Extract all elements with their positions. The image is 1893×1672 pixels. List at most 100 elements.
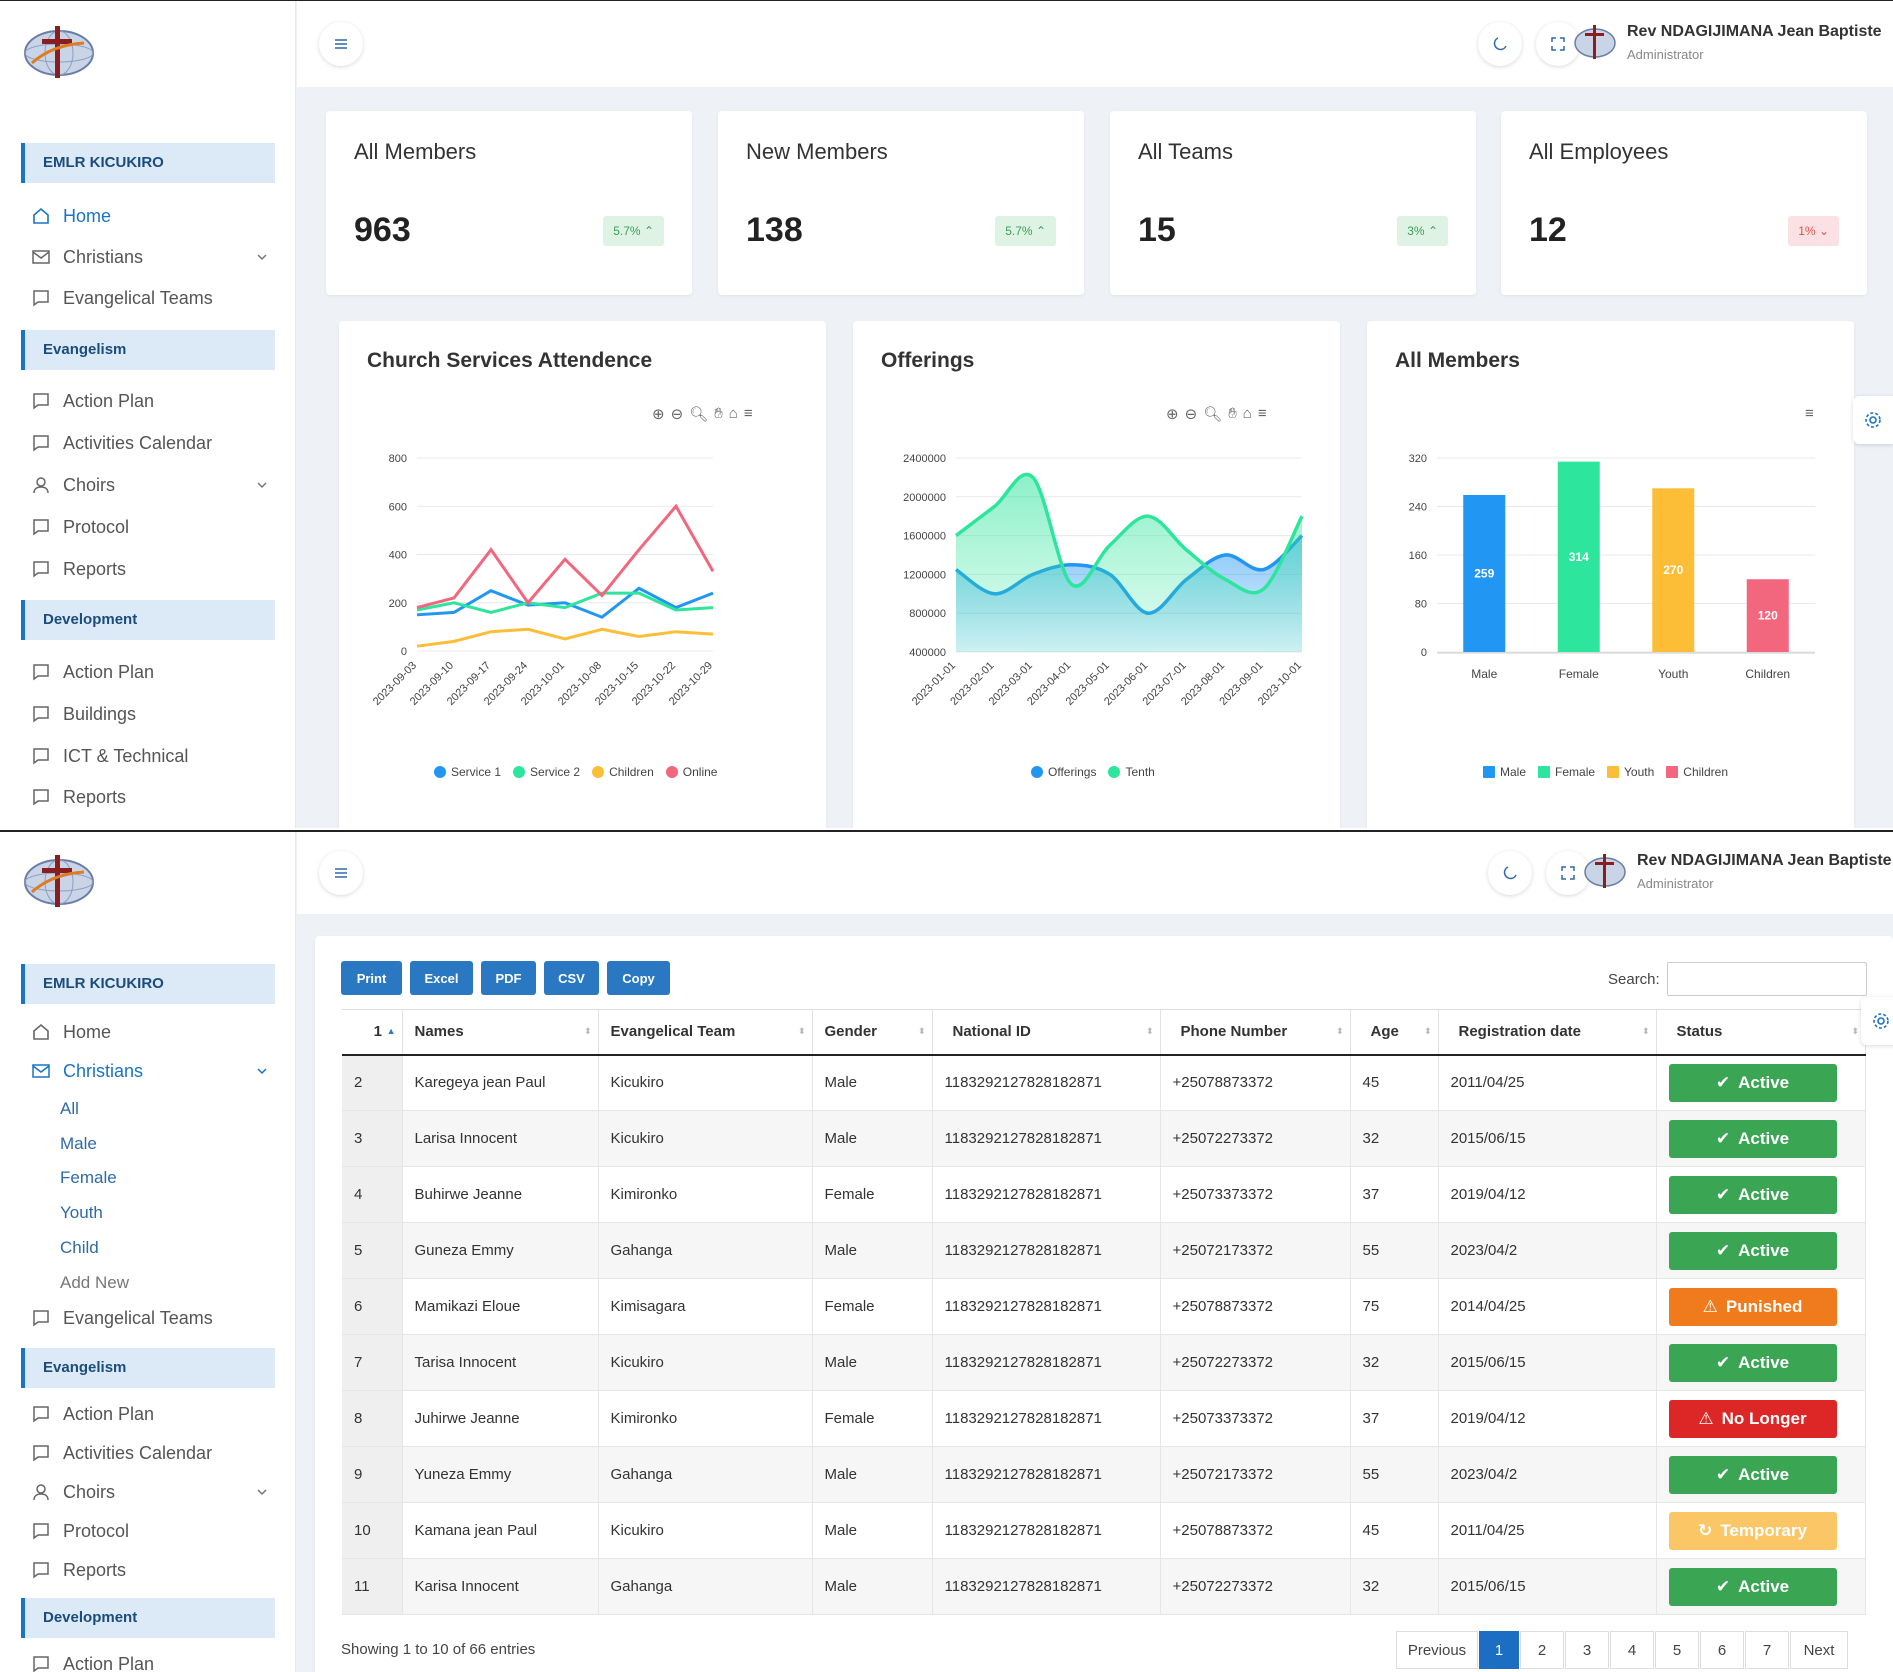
dark-mode-button[interactable] — [1478, 22, 1522, 66]
status-badge[interactable]: ✔ Active — [1668, 1343, 1837, 1382]
chart-card-all-members: All Members ≡ 0 80 160 240 320 259 Male 314 Fema… — [1367, 321, 1854, 828]
dark-mode-button[interactable] — [1488, 851, 1532, 895]
nav-choirs[interactable]: Choirs — [31, 1477, 269, 1507]
menu-toggle-button[interactable] — [319, 22, 363, 66]
fullscreen-button[interactable] — [1536, 22, 1580, 66]
zoom-in-icon[interactable]: ⊕ — [1166, 406, 1179, 423]
subnav-youth[interactable]: Youth — [60, 1203, 103, 1222]
col-team-header[interactable]: Evangelical Team ⬍ — [598, 1009, 813, 1056]
col-phone-header[interactable]: Phone Number ⬍ — [1160, 1009, 1351, 1056]
church-logo[interactable] — [22, 852, 96, 915]
pan-hand-icon[interactable]: ✋︎ — [1228, 405, 1237, 422]
chart-menu-icon[interactable]: ≡ — [1805, 405, 1814, 422]
pagination-page[interactable]: 4 — [1610, 1631, 1654, 1669]
nav-evangelism-action-plan[interactable]: Action Plan — [31, 386, 269, 416]
col-status-header[interactable]: Status ⬍ — [1656, 1009, 1866, 1056]
zoom-in-icon[interactable]: ⊕ — [652, 406, 665, 423]
csv-button[interactable]: CSV — [544, 961, 599, 995]
pagination-page[interactable]: 1 — [1479, 1631, 1519, 1669]
search-zoom-icon[interactable]: 🔍︎ — [689, 406, 709, 423]
status-badge[interactable]: ↻ Temporary — [1668, 1511, 1837, 1550]
table-row[interactable]: 5 Guneza Emmy Gahanga Male 11832921278281828… — [342, 1222, 1866, 1279]
table-row[interactable]: 7 Tarisa Innocent Kicukiro Male 118329212782… — [342, 1334, 1866, 1391]
col-age-header[interactable]: Age ⬍ — [1350, 1009, 1439, 1056]
pagination-page[interactable]: 5 — [1655, 1631, 1699, 1669]
status-badge[interactable]: ✔ Active — [1668, 1063, 1837, 1102]
reset-home-icon[interactable]: ⌂ — [728, 405, 738, 422]
col-number-header[interactable]: 1 ▲ — [342, 1009, 403, 1056]
user-avatar[interactable] — [1573, 21, 1617, 68]
table-row[interactable]: 10 Kamana jean Paul Kicukiro Male 1183292127… — [342, 1502, 1866, 1559]
nav-choirs[interactable]: Choirs — [31, 470, 269, 500]
table-row[interactable]: 8 Juhirwe Jeanne Kimironko Female 1183292127… — [342, 1390, 1866, 1447]
status-badge[interactable]: ✔ Active — [1668, 1567, 1837, 1606]
col-gender-header[interactable]: Gender ⬍ — [812, 1009, 933, 1056]
nav-protocol[interactable]: Protocol — [31, 512, 269, 542]
search-zoom-icon[interactable]: 🔍︎ — [1203, 406, 1223, 423]
fullscreen-button[interactable] — [1546, 851, 1590, 895]
pagination-page[interactable]: 2 — [1520, 1631, 1564, 1669]
pan-hand-icon[interactable]: ✋︎ — [714, 405, 723, 422]
user-avatar[interactable] — [1583, 850, 1627, 897]
print-button[interactable]: Print — [341, 961, 402, 995]
copy-button[interactable]: Copy — [607, 961, 670, 995]
status-badge[interactable]: ⚠ No Longer — [1668, 1399, 1837, 1438]
nav-evangelical-teams[interactable]: Evangelical Teams — [31, 1303, 269, 1333]
col-names-header[interactable]: Names ⬍ — [402, 1009, 599, 1056]
zoom-out-icon[interactable]: ⊖ — [1184, 406, 1198, 423]
nav-evangelism-action-plan[interactable]: Action Plan — [31, 1399, 269, 1429]
nav-evangelical-teams[interactable]: Evangelical Teams — [31, 283, 269, 313]
nav-home[interactable]: Home — [31, 201, 269, 231]
nav-protocol[interactable]: Protocol — [31, 1516, 269, 1546]
nav-development-action-plan[interactable]: Action Plan — [31, 657, 269, 687]
nav-evangelism-reports[interactable]: Reports — [31, 1555, 269, 1585]
nav-buildings[interactable]: Buildings — [31, 699, 269, 729]
search-input[interactable] — [1667, 962, 1867, 996]
status-badge[interactable]: ✔ Active — [1668, 1175, 1837, 1214]
nav-activities-calendar[interactable]: Activities Calendar — [31, 428, 269, 458]
church-logo[interactable] — [22, 23, 96, 86]
nav-evangelism-reports[interactable]: Reports — [31, 554, 269, 584]
status-badge[interactable]: ⚠ Punished — [1668, 1287, 1837, 1326]
table-cell: 2019/04/12 — [1438, 1390, 1657, 1447]
col-national-id-header[interactable]: National ID ⬍ — [932, 1009, 1161, 1056]
pagination-previous[interactable]: Previous — [1396, 1631, 1478, 1669]
zoom-out-icon[interactable]: ⊖ — [670, 406, 684, 423]
table-row[interactable]: 2 Karegeya jean Paul Kicukiro Male 118329212… — [342, 1054, 1866, 1111]
table-row[interactable]: 6 Mamikazi Eloue Kimisagara Female 118329212… — [342, 1278, 1866, 1335]
nav-christians[interactable]: Christians — [31, 1056, 269, 1086]
chart-menu-icon[interactable]: ≡ — [1257, 405, 1267, 422]
status-badge[interactable]: ✔ Active — [1668, 1119, 1837, 1158]
nav-home[interactable]: Home — [31, 1017, 269, 1047]
reset-home-icon[interactable]: ⌂ — [1242, 405, 1252, 422]
table-row[interactable]: 9 Yuneza Emmy Gahanga Male 11832921278281828… — [342, 1446, 1866, 1503]
status-badge[interactable]: ✔ Active — [1668, 1455, 1837, 1494]
status-badge[interactable]: ✔ Active — [1668, 1231, 1837, 1270]
chart-menu-icon[interactable]: ≡ — [743, 405, 753, 422]
subnav-female[interactable]: Female — [60, 1168, 117, 1187]
menu-toggle-button[interactable] — [319, 851, 363, 895]
nav-activities-calendar[interactable]: Activities Calendar — [31, 1438, 269, 1468]
pagination-next[interactable]: Next — [1790, 1631, 1848, 1669]
subnav-child[interactable]: Child — [60, 1238, 99, 1257]
subnav-male[interactable]: Male — [60, 1134, 97, 1153]
y-tick-label: 400000 — [909, 647, 946, 659]
nav-development-action-plan[interactable]: Action Plan — [31, 1649, 269, 1672]
table-row[interactable]: 4 Buhirwe Jeanne Kimironko Female 1183292127… — [342, 1166, 1866, 1223]
pagination-page[interactable]: 7 — [1745, 1631, 1789, 1669]
subnav-add-new[interactable]: Add New — [60, 1273, 129, 1292]
pagination-page[interactable]: 6 — [1700, 1631, 1744, 1669]
settings-gear-button[interactable] — [1861, 997, 1893, 1045]
settings-gear-button[interactable] — [1853, 396, 1893, 444]
nav-christians[interactable]: Christians — [31, 242, 269, 272]
excel-button[interactable]: Excel — [410, 961, 473, 995]
table-row[interactable]: 3 Larisa Innocent Kicukiro Male 118329212782… — [342, 1110, 1866, 1167]
table-row[interactable]: 11 Karisa Innocent Gahanga Male 118329212782… — [342, 1558, 1866, 1615]
subnav-all[interactable]: All — [60, 1099, 79, 1118]
nav-ict-technical[interactable]: ICT & Technical — [31, 741, 269, 771]
nav-development-reports[interactable]: Reports — [31, 782, 269, 812]
pdf-button[interactable]: PDF — [481, 961, 536, 995]
col-registration-header[interactable]: Registration date ⬍ — [1438, 1009, 1657, 1056]
sidebar: EMLR KICUKIRO Home Christians Evangelica… — [0, 1, 296, 828]
pagination-page[interactable]: 3 — [1565, 1631, 1609, 1669]
